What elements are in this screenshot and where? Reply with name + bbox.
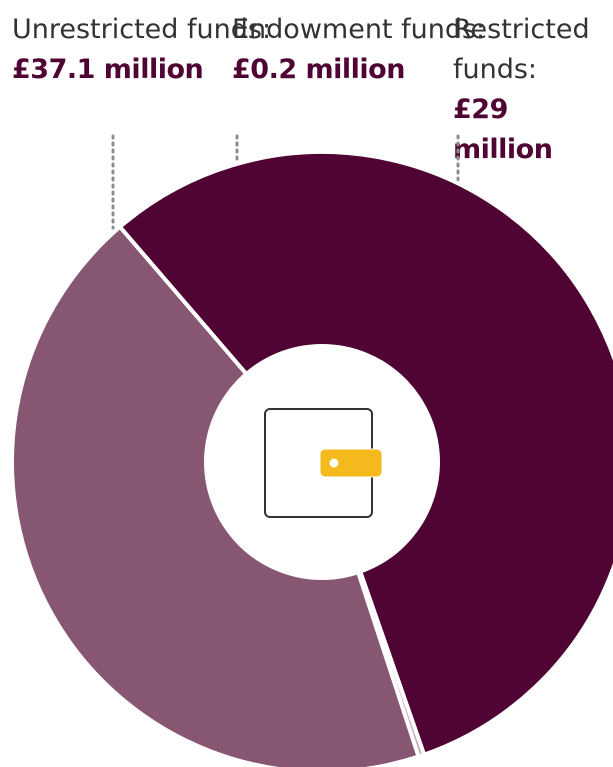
label-restricted-funds: Restricted funds: £29 million xyxy=(453,10,613,170)
label-unrestricted-value: £37.1 million xyxy=(12,54,204,85)
label-endowment-funds: Endowment funds: £0.2 million xyxy=(232,10,485,90)
label-restricted-value: £29 million xyxy=(453,94,553,165)
wallet-icon xyxy=(264,408,383,518)
label-endowment-name: Endowment funds: xyxy=(232,14,486,45)
label-unrestricted-funds: Unrestricted funds: £37.1 million xyxy=(12,10,271,90)
label-restricted-name: Restricted funds: xyxy=(453,14,590,85)
label-unrestricted-name: Unrestricted funds: xyxy=(12,14,272,45)
label-endowment-value: £0.2 million xyxy=(232,54,405,85)
leader-lines xyxy=(111,134,460,230)
